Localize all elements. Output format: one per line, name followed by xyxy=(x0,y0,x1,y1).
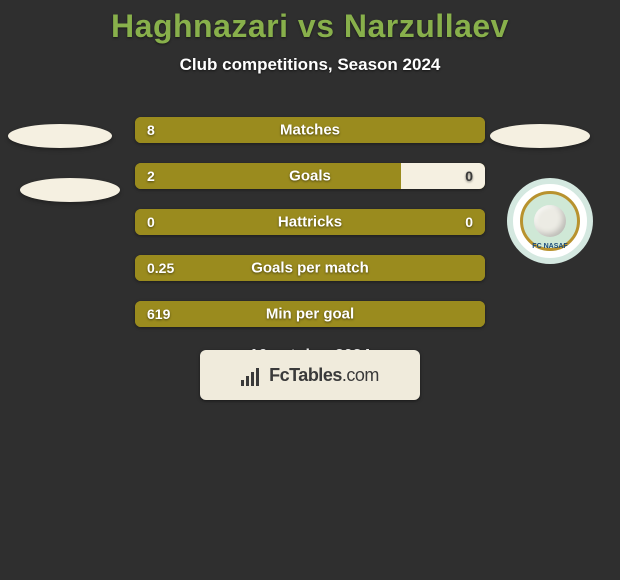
bar-left-fill xyxy=(135,163,401,189)
bar-label: Goals xyxy=(289,168,331,185)
stat-bar-row: 619 Min per goal xyxy=(135,301,485,327)
logo-text: FcTables.com xyxy=(269,365,379,386)
bar-value-right: 0 xyxy=(465,214,473,230)
bar-label: Hattricks xyxy=(278,214,342,231)
logo-light: .com xyxy=(342,365,379,385)
badge-ball-icon xyxy=(534,205,566,237)
stat-bar-row: 8 Matches xyxy=(135,117,485,143)
stat-bar-row: 0 0 Hattricks xyxy=(135,209,485,235)
badge-outer-ring: FC NASAF xyxy=(507,178,593,264)
bar-label: Goals per match xyxy=(251,260,369,277)
site-logo[interactable]: FcTables.com xyxy=(200,350,420,400)
subtitle: Club competitions, Season 2024 xyxy=(0,55,620,75)
player-ellipse xyxy=(490,124,590,148)
bar-value-right: 0 xyxy=(465,168,473,184)
stat-bar-row: 2 0 Goals xyxy=(135,163,485,189)
stat-bar-row: 0.25 Goals per match xyxy=(135,255,485,281)
bar-value-left: 8 xyxy=(147,122,155,138)
logo-bold: FcTables xyxy=(269,365,342,385)
bar-value-left: 619 xyxy=(147,306,170,322)
badge-inner-ring: FC NASAF xyxy=(520,191,580,251)
bar-value-left: 0 xyxy=(147,214,155,230)
club-badge: FC NASAF xyxy=(500,178,600,264)
bar-value-left: 2 xyxy=(147,168,155,184)
bar-value-left: 0.25 xyxy=(147,260,174,276)
bar-label: Min per goal xyxy=(266,306,354,323)
badge-text: FC NASAF xyxy=(532,243,567,250)
player-ellipse xyxy=(8,124,112,148)
chart-icon xyxy=(241,364,263,386)
page-title: Haghnazari vs Narzullaev xyxy=(0,0,620,45)
comparison-card: Haghnazari vs Narzullaev Club competitio… xyxy=(0,0,620,580)
player-ellipse xyxy=(20,178,120,202)
bar-label: Matches xyxy=(280,122,340,139)
